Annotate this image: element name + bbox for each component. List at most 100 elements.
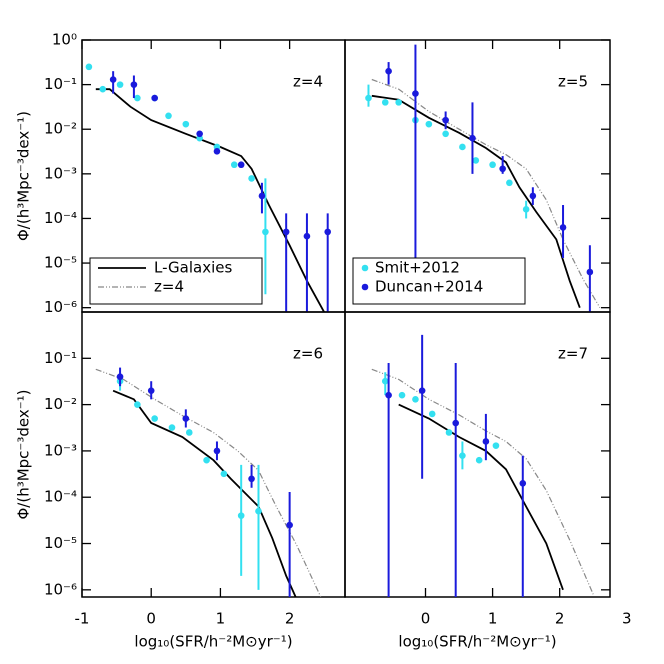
y-tick-label: 10⁻⁴ (44, 488, 77, 506)
data-point (262, 228, 269, 236)
data-point (442, 116, 449, 124)
data-point (85, 63, 93, 71)
model-line (95, 368, 322, 597)
y-tick-label: 10⁻² (44, 120, 77, 138)
x-tick-label: 0 (421, 610, 431, 628)
data-point (203, 456, 210, 464)
data-point (258, 192, 266, 200)
data-point (452, 419, 459, 427)
data-point (398, 391, 406, 399)
data-point (324, 228, 331, 236)
data-point (116, 81, 124, 88)
data-point (116, 373, 124, 381)
data-point (412, 90, 419, 97)
data-point (492, 442, 500, 449)
data-point (559, 224, 567, 231)
data-point (196, 130, 203, 138)
plot-area (371, 334, 594, 597)
data-point (472, 157, 480, 164)
y-axis-label: Φ/(h³Mpc⁻³dex⁻¹) (15, 389, 33, 519)
y-axis-label: Φ/(h³Mpc⁻³dex⁻¹) (15, 111, 33, 241)
x-axis-label: log₁₀(SFR/h⁻²M⊙yr⁻¹) (134, 633, 292, 651)
data-point (237, 512, 245, 519)
data-point (147, 387, 155, 394)
data-point (248, 175, 255, 182)
y-tick-label: 10⁻³ (44, 441, 77, 459)
data-point (168, 424, 176, 431)
legend-label: Smit+2012 (375, 259, 460, 277)
model-line (371, 94, 581, 309)
model-line (95, 88, 325, 312)
data-point (381, 377, 389, 385)
data-point (182, 415, 190, 422)
model-line (371, 368, 594, 595)
data-point (428, 410, 436, 418)
data-point (248, 475, 255, 483)
panel-label: z=7 (558, 345, 588, 363)
data-point (506, 179, 513, 187)
data-point (412, 396, 419, 403)
y-tick-label: 10⁻⁵ (44, 254, 77, 272)
x-tick-label: 1 (216, 610, 226, 628)
data-point (99, 85, 107, 93)
plot-area (365, 44, 601, 312)
data-point (130, 81, 138, 88)
data-point (365, 94, 372, 102)
x-tick-label: 2 (285, 610, 295, 628)
data-point (459, 452, 466, 459)
legend-box (89, 257, 263, 305)
y-tick-label: 10⁻² (44, 395, 77, 413)
x-tick-label: 1 (488, 610, 498, 628)
data-point (499, 165, 506, 173)
data-point (182, 120, 190, 128)
data-point (469, 134, 476, 142)
y-tick-label: 10⁻⁵ (44, 534, 77, 552)
legend-label: z=4 (154, 278, 184, 296)
data-point (482, 438, 490, 445)
plot-area (95, 367, 322, 597)
plot-area (85, 63, 331, 312)
data-point (459, 143, 466, 151)
legend-label: Duncan+2014 (375, 278, 483, 296)
data-point (303, 232, 311, 240)
data-point (425, 120, 433, 128)
data-point (213, 447, 221, 455)
data-point (230, 161, 238, 169)
data-point (395, 99, 402, 106)
data-point (134, 401, 141, 408)
x-tick-label: 2 (555, 610, 565, 628)
data-point (151, 94, 158, 102)
y-tick-label: 10⁰ (52, 31, 77, 49)
x-axis-label: log₁₀(SFR/h⁻²M⊙yr⁻¹) (398, 633, 556, 651)
panel-label: z=6 (293, 345, 323, 363)
y-tick-label: 10⁻⁴ (44, 209, 77, 227)
data-point (381, 99, 389, 106)
x-tick-label: 0 (146, 610, 156, 628)
data-point (418, 387, 426, 394)
data-point (475, 456, 483, 464)
model-line (371, 78, 601, 309)
data-point (213, 148, 221, 155)
data-point (282, 228, 290, 236)
legend-label: L-Galaxies (154, 259, 233, 277)
legend-marker (361, 283, 369, 291)
data-point (529, 192, 537, 200)
panel-label: z=5 (558, 73, 588, 91)
data-point (519, 479, 527, 487)
data-point (586, 268, 594, 276)
data-point (185, 429, 193, 436)
panel-label: z=4 (293, 73, 323, 91)
y-tick-label: 10⁻⁶ (44, 298, 77, 316)
model-line (112, 389, 297, 597)
data-point (286, 521, 293, 529)
data-point (220, 470, 228, 478)
legend-box (352, 257, 526, 305)
data-point (489, 161, 496, 169)
y-tick-label: 10⁻⁶ (44, 580, 77, 598)
model-line (398, 403, 564, 591)
x-tick-label: -1 (75, 610, 90, 628)
data-point (109, 76, 117, 83)
data-point (134, 94, 141, 102)
legend-marker (361, 264, 369, 272)
data-point (255, 507, 262, 515)
